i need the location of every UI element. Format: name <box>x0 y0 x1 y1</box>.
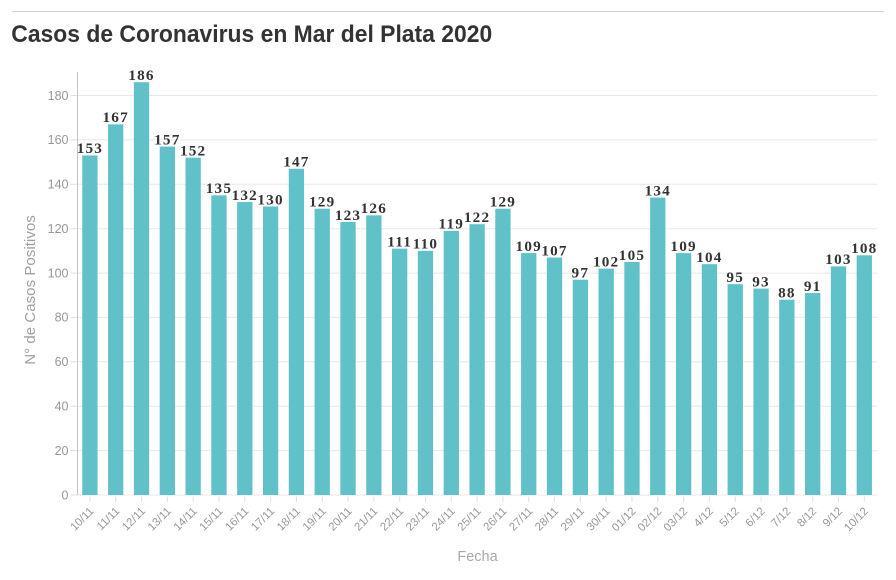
svg-text:122: 122 <box>464 209 490 226</box>
svg-text:102: 102 <box>593 253 619 270</box>
svg-text:123: 123 <box>335 207 361 224</box>
svg-text:140: 140 <box>48 178 69 192</box>
svg-text:95: 95 <box>726 269 744 286</box>
svg-text:Fecha: Fecha <box>457 549 498 565</box>
svg-text:160: 160 <box>48 133 69 147</box>
svg-text:135: 135 <box>206 180 232 197</box>
svg-text:N° de Casos Positivos: N° de Casos Positivos <box>22 215 39 365</box>
svg-text:153: 153 <box>77 140 103 157</box>
svg-text:60: 60 <box>55 355 69 369</box>
svg-text:93: 93 <box>752 273 770 290</box>
svg-text:134: 134 <box>645 182 671 199</box>
svg-text:110: 110 <box>413 236 439 253</box>
svg-text:119: 119 <box>439 216 465 233</box>
svg-text:107: 107 <box>541 242 567 259</box>
svg-text:130: 130 <box>257 191 283 208</box>
svg-text:91: 91 <box>804 278 822 295</box>
svg-text:167: 167 <box>103 109 129 126</box>
svg-text:126: 126 <box>361 200 387 217</box>
svg-text:132: 132 <box>232 187 258 204</box>
svg-text:40: 40 <box>55 400 69 414</box>
svg-text:129: 129 <box>490 193 516 210</box>
svg-text:120: 120 <box>48 222 69 236</box>
svg-text:97: 97 <box>572 265 590 282</box>
svg-text:186: 186 <box>128 67 154 84</box>
svg-text:109: 109 <box>516 238 542 255</box>
svg-text:20: 20 <box>55 444 69 458</box>
svg-text:103: 103 <box>825 251 851 268</box>
svg-text:105: 105 <box>619 247 645 264</box>
svg-text:147: 147 <box>283 154 309 171</box>
svg-text:129: 129 <box>309 193 335 210</box>
svg-text:180: 180 <box>48 89 69 103</box>
svg-text:108: 108 <box>851 240 877 257</box>
svg-text:111: 111 <box>387 233 412 250</box>
svg-text:152: 152 <box>180 142 206 159</box>
svg-text:Casos de Coronavirus en Mar de: Casos de Coronavirus en Mar del Plata 20… <box>11 21 492 48</box>
svg-text:109: 109 <box>670 238 696 255</box>
svg-text:104: 104 <box>696 249 722 266</box>
svg-text:80: 80 <box>55 311 69 325</box>
svg-text:157: 157 <box>154 131 180 148</box>
svg-text:88: 88 <box>778 284 796 301</box>
svg-text:100: 100 <box>48 266 69 280</box>
svg-text:0: 0 <box>62 488 69 502</box>
